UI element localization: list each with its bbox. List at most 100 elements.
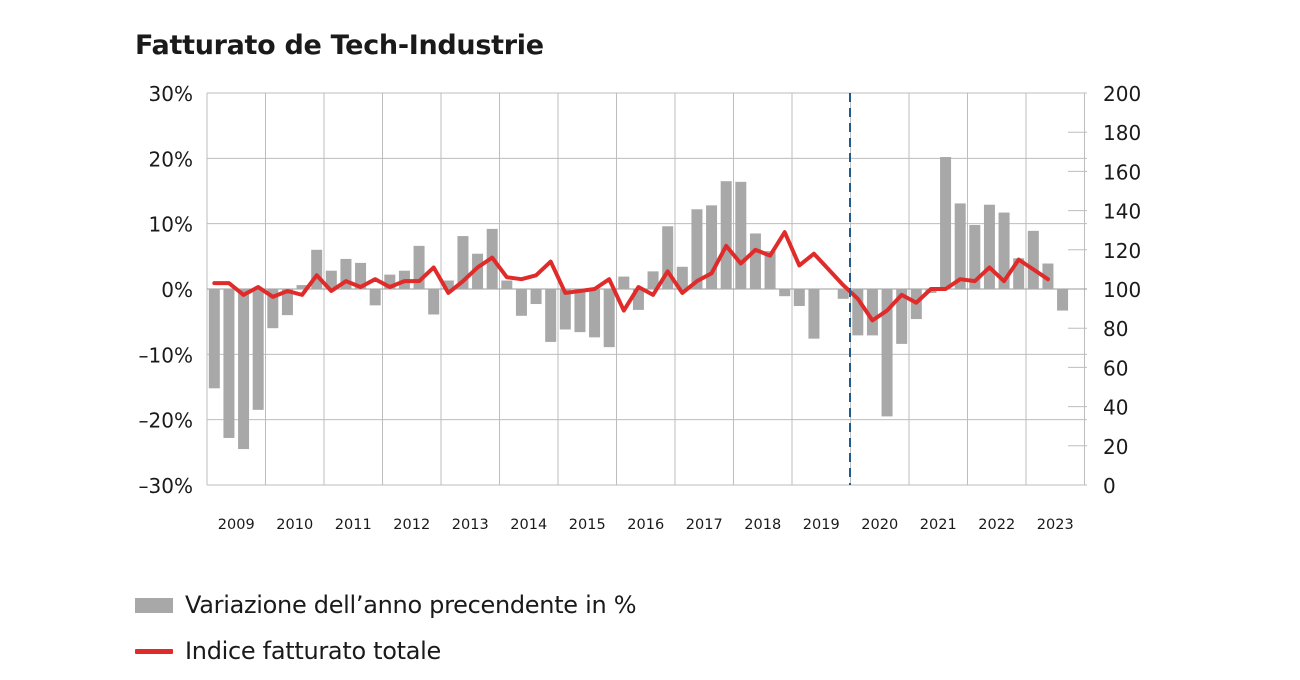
right-tick-label: 20 — [1103, 435, 1128, 459]
bar — [281, 289, 293, 316]
bar — [1013, 258, 1025, 289]
bar — [413, 245, 425, 289]
bar — [706, 205, 718, 289]
bar — [384, 274, 396, 289]
bar — [589, 289, 601, 338]
bar — [545, 289, 557, 342]
left-tick-label: 0% — [161, 278, 193, 302]
bar — [223, 289, 235, 438]
line-series — [212, 230, 1050, 323]
right-tick-label: 0 — [1103, 474, 1116, 498]
bar — [267, 289, 279, 329]
right-tick-label: 180 — [1103, 121, 1141, 145]
legend-item-line: Indice fatturato totale — [135, 628, 636, 674]
index-line — [212, 230, 1050, 323]
bar — [720, 181, 732, 289]
x-tick-label: 2018 — [744, 517, 781, 533]
left-tick-label: –30% — [139, 474, 193, 498]
bar — [574, 289, 586, 333]
bar — [252, 289, 264, 410]
x-tick-label: 2022 — [978, 517, 1015, 533]
bar — [515, 289, 527, 316]
bar — [866, 289, 878, 336]
x-tick-label: 2014 — [510, 517, 547, 533]
x-tick-label: 2010 — [276, 517, 313, 533]
right-tick-label: 40 — [1103, 396, 1128, 420]
x-tick-label: 2020 — [861, 517, 898, 533]
x-tick-label: 2021 — [920, 517, 957, 533]
bar — [940, 157, 952, 289]
bar-series — [208, 157, 1069, 450]
bar — [691, 209, 703, 289]
bar — [837, 289, 849, 299]
right-tick-label: 140 — [1103, 200, 1141, 224]
x-tick-label: 2017 — [686, 517, 723, 533]
right-tick-label: 100 — [1103, 278, 1141, 302]
bar — [618, 276, 630, 289]
bar — [632, 289, 644, 310]
x-tick-label: 2016 — [627, 517, 664, 533]
bar — [1042, 263, 1054, 289]
left-tick-label: –10% — [139, 343, 193, 367]
left-tick-label: –20% — [139, 409, 193, 433]
bar — [238, 289, 250, 450]
legend-swatch-line — [135, 648, 173, 654]
x-tick-label: 2023 — [1037, 517, 1074, 533]
right-tick-label: 160 — [1103, 160, 1141, 184]
bar — [369, 289, 381, 306]
bar — [428, 289, 440, 315]
bar — [559, 289, 571, 330]
bar — [676, 266, 688, 289]
left-tick-label: 20% — [149, 147, 193, 171]
bar — [647, 271, 659, 289]
bar — [1057, 289, 1069, 311]
bar — [749, 233, 761, 289]
bar — [764, 251, 776, 289]
bar — [793, 289, 805, 306]
legend-swatch-bars — [135, 597, 173, 613]
right-tick-label: 120 — [1103, 239, 1141, 263]
legend-label-bars: Variazione dell’anno precendente in % — [185, 591, 637, 619]
bar — [662, 226, 674, 289]
x-tick-label: 2009 — [218, 517, 255, 533]
bar — [457, 236, 469, 289]
x-tick-label: 2013 — [452, 517, 489, 533]
bar — [998, 212, 1010, 289]
bar — [954, 203, 966, 289]
bar — [501, 280, 513, 289]
bar — [983, 204, 995, 289]
right-tick-label: 200 — [1103, 82, 1141, 106]
legend-label-line: Indice fatturato totale — [185, 637, 442, 665]
bar — [472, 253, 484, 289]
bar — [735, 181, 747, 289]
bar — [881, 289, 893, 417]
bar — [340, 258, 352, 289]
chart-canvas: 30%20%10%0%–10%–20%–30%20018016014012010… — [139, 82, 1142, 533]
right-tick-label: 80 — [1103, 317, 1128, 341]
x-tick-label: 2015 — [569, 517, 606, 533]
bar — [208, 289, 220, 389]
x-tick-label: 2012 — [393, 517, 430, 533]
bar — [530, 289, 542, 305]
bar — [603, 289, 615, 348]
x-tick-label: 2011 — [335, 517, 372, 533]
bar — [852, 289, 864, 336]
x-tick-label: 2019 — [803, 517, 840, 533]
legend-item-bars: Variazione dell’anno precendente in % — [135, 582, 637, 628]
bar — [779, 289, 791, 297]
left-tick-label: 30% — [149, 82, 193, 106]
legend: Variazione dell’anno precendente in % In… — [135, 582, 637, 674]
axes: 30%20%10%0%–10%–20%–30%20018016014012010… — [139, 82, 1142, 533]
bar — [969, 224, 981, 289]
bar — [296, 285, 308, 289]
bar — [325, 270, 337, 289]
bar — [808, 289, 820, 339]
bar — [311, 249, 323, 289]
bar — [355, 262, 367, 289]
bar — [1027, 230, 1039, 289]
bar — [442, 280, 454, 289]
bar — [896, 289, 908, 344]
chart-title: Fatturato de Tech-Industrie — [135, 30, 544, 61]
left-tick-label: 10% — [149, 213, 193, 237]
right-tick-label: 60 — [1103, 356, 1128, 380]
